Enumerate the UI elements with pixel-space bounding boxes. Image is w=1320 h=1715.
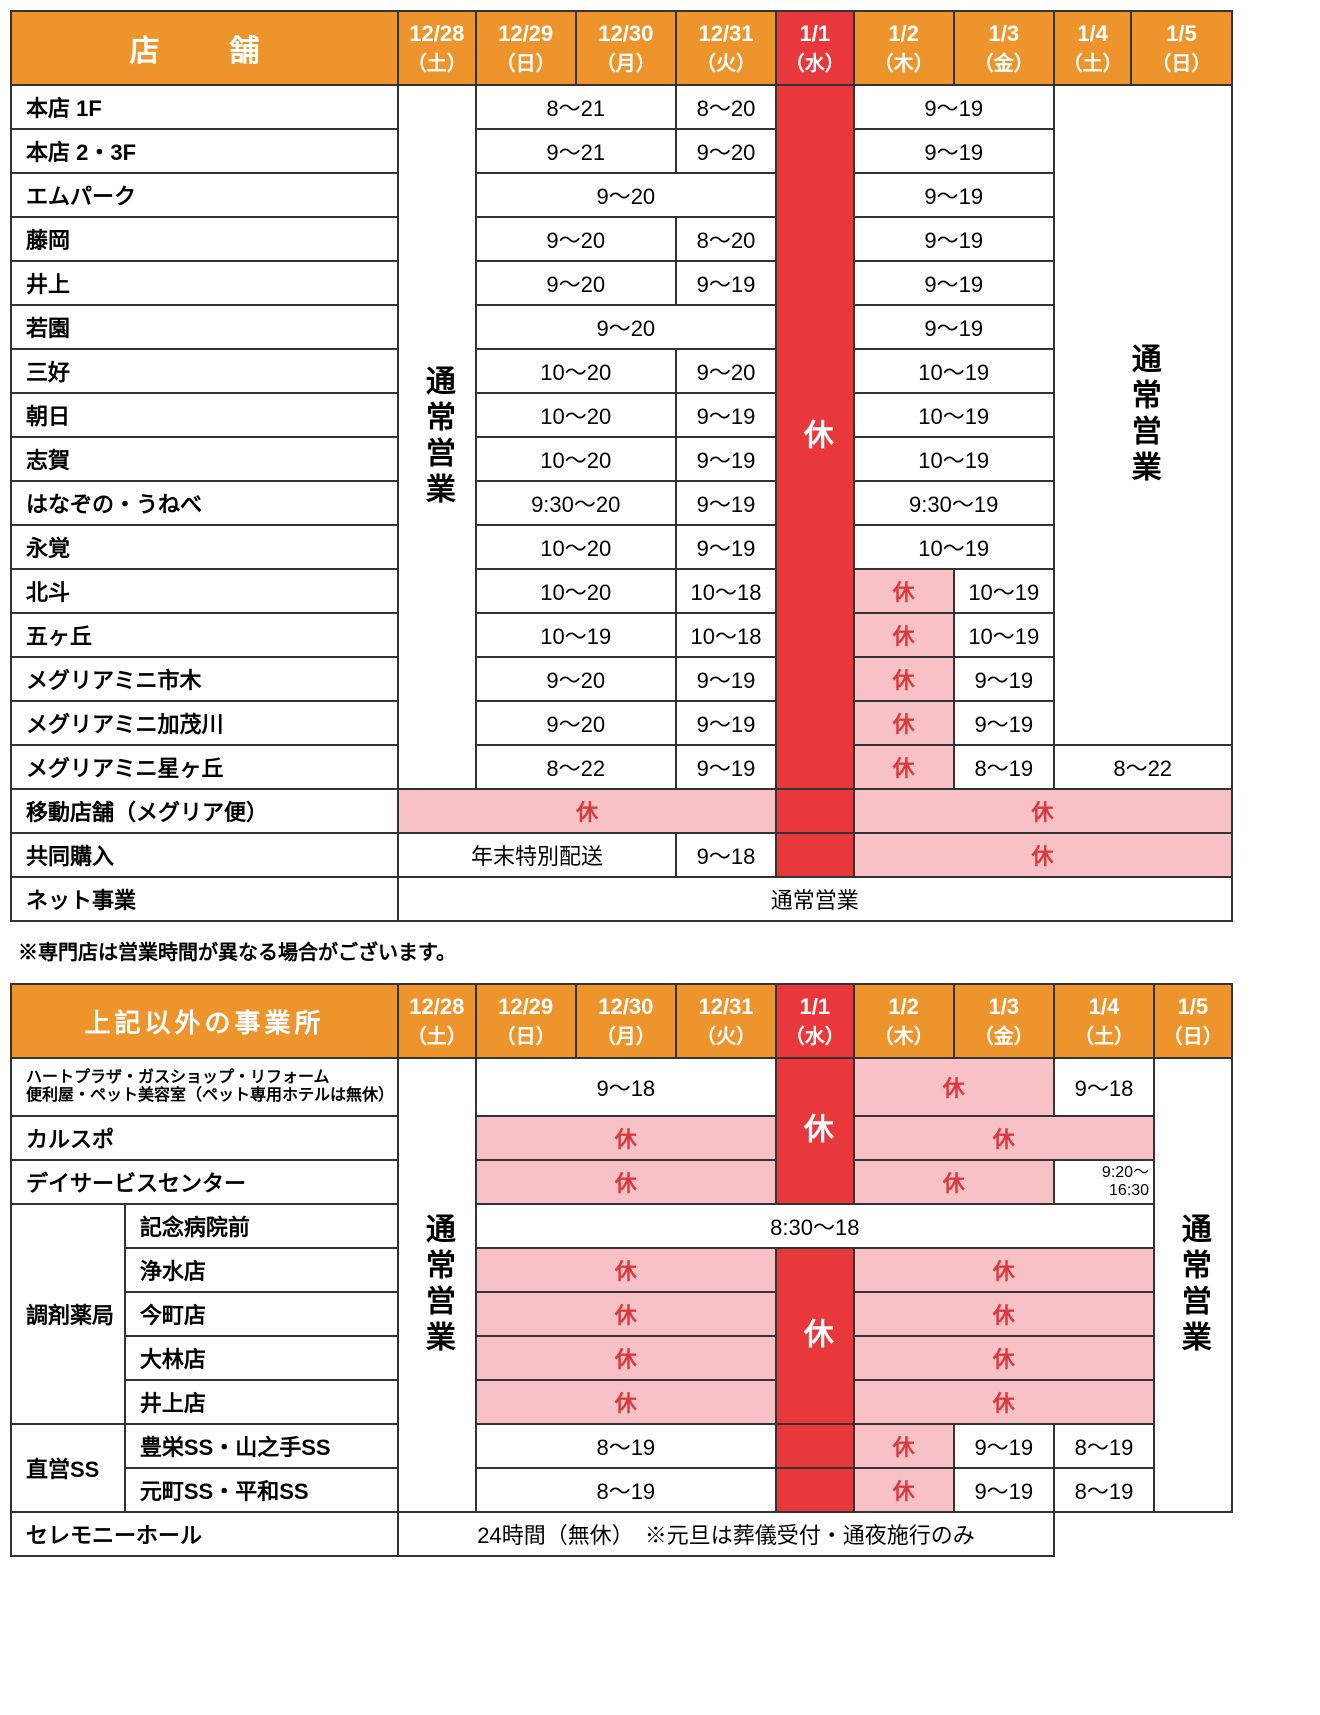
schedule-table-other: 上記以外の事業所 12/28（土） 12/29（日） 12/30（月） 12/3… — [10, 983, 1310, 1557]
col2-0101-holiday-a: 休 — [776, 1058, 853, 1204]
table1-title: 店 舗 — [11, 11, 398, 85]
schedule-table-stores: 店 舗 12/28（土） 12/29（日） 12/30（月） 12/31（火） … — [10, 10, 1310, 922]
col2-0101-holiday-b: 休 — [776, 1248, 853, 1424]
table2-title: 上記以外の事業所 — [11, 984, 398, 1058]
col-1228-normal: 通常営業 — [398, 85, 475, 789]
col2-1228-normal: 通常営業 — [398, 1058, 475, 1512]
col-1228: 12/28（土） — [398, 11, 475, 85]
col-0101-holiday: 休 — [776, 85, 853, 789]
col-0104-normal: 通常営業 — [1054, 85, 1232, 745]
note-1: ※専門店は営業時間が異なる場合がございます。 — [18, 936, 1310, 965]
col2-0105-normal: 通常営業 — [1154, 1058, 1231, 1512]
